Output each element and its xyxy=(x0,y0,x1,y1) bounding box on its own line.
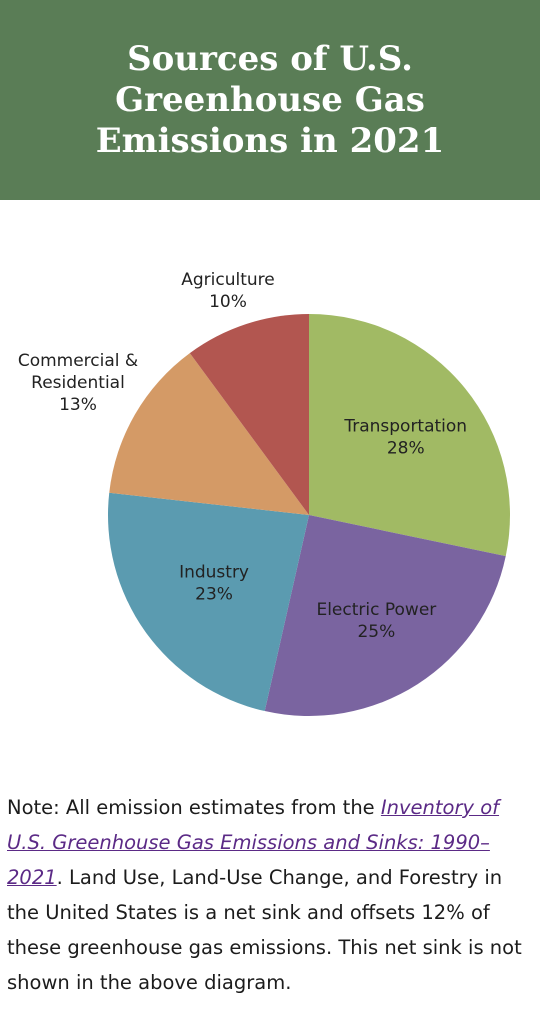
slice-label-industry: Industry 23% xyxy=(179,563,249,605)
slice-value-label: 13% xyxy=(59,395,97,415)
pie-slice-electric-power xyxy=(264,515,506,716)
slice-label-electric-power: Electric Power 25% xyxy=(316,600,436,642)
pie-slice-commercial-residential xyxy=(109,353,310,515)
inventory-report-link[interactable]: Inventory of U.S. Greenhouse Gas Emissio… xyxy=(7,796,500,889)
pie-slices xyxy=(107,314,510,716)
slice-label-commercial-residential: Commercial & Residential 13% xyxy=(18,351,138,415)
pie-slice-transportation xyxy=(309,314,510,557)
footnote-prefix: Note: All emission estimates from the xyxy=(7,796,381,819)
slice-category-label: Agriculture xyxy=(181,270,275,290)
slice-value-label: 10% xyxy=(209,292,247,312)
slice-category-label: Commercial & xyxy=(18,351,138,371)
footnote: Note: All emission estimates from the In… xyxy=(7,790,535,1000)
slice-category-label: Electric Power xyxy=(316,600,436,620)
slice-label-agriculture: Agriculture 10% xyxy=(181,270,275,312)
slice-label-transportation: Transportation 28% xyxy=(343,416,467,458)
slice-value-label: 25% xyxy=(357,622,395,642)
slice-category-label: Industry xyxy=(179,563,249,583)
pie-chart-svg: Transportation 28% Electric Power 25% Indust… xyxy=(18,270,510,716)
slice-category-label: Transportation xyxy=(343,416,467,436)
footnote-suffix: . Land Use, Land-Use Change, and Forestr… xyxy=(7,866,522,994)
pie-chart: Transportation 28% Electric Power 25% Indust… xyxy=(0,230,540,770)
pie-slice-agriculture xyxy=(189,314,309,515)
slice-value-label: 28% xyxy=(387,438,425,458)
pie-labels: Transportation 28% Electric Power 25% Indust… xyxy=(18,270,467,642)
pie-slice-industry xyxy=(107,492,309,712)
slice-category-label: Residential xyxy=(31,373,125,393)
header-banner: Sources of U.S. Greenhouse Gas Emissions… xyxy=(0,0,540,200)
page-title: Sources of U.S. Greenhouse Gas Emissions… xyxy=(95,38,445,161)
slice-value-label: 23% xyxy=(195,585,233,605)
